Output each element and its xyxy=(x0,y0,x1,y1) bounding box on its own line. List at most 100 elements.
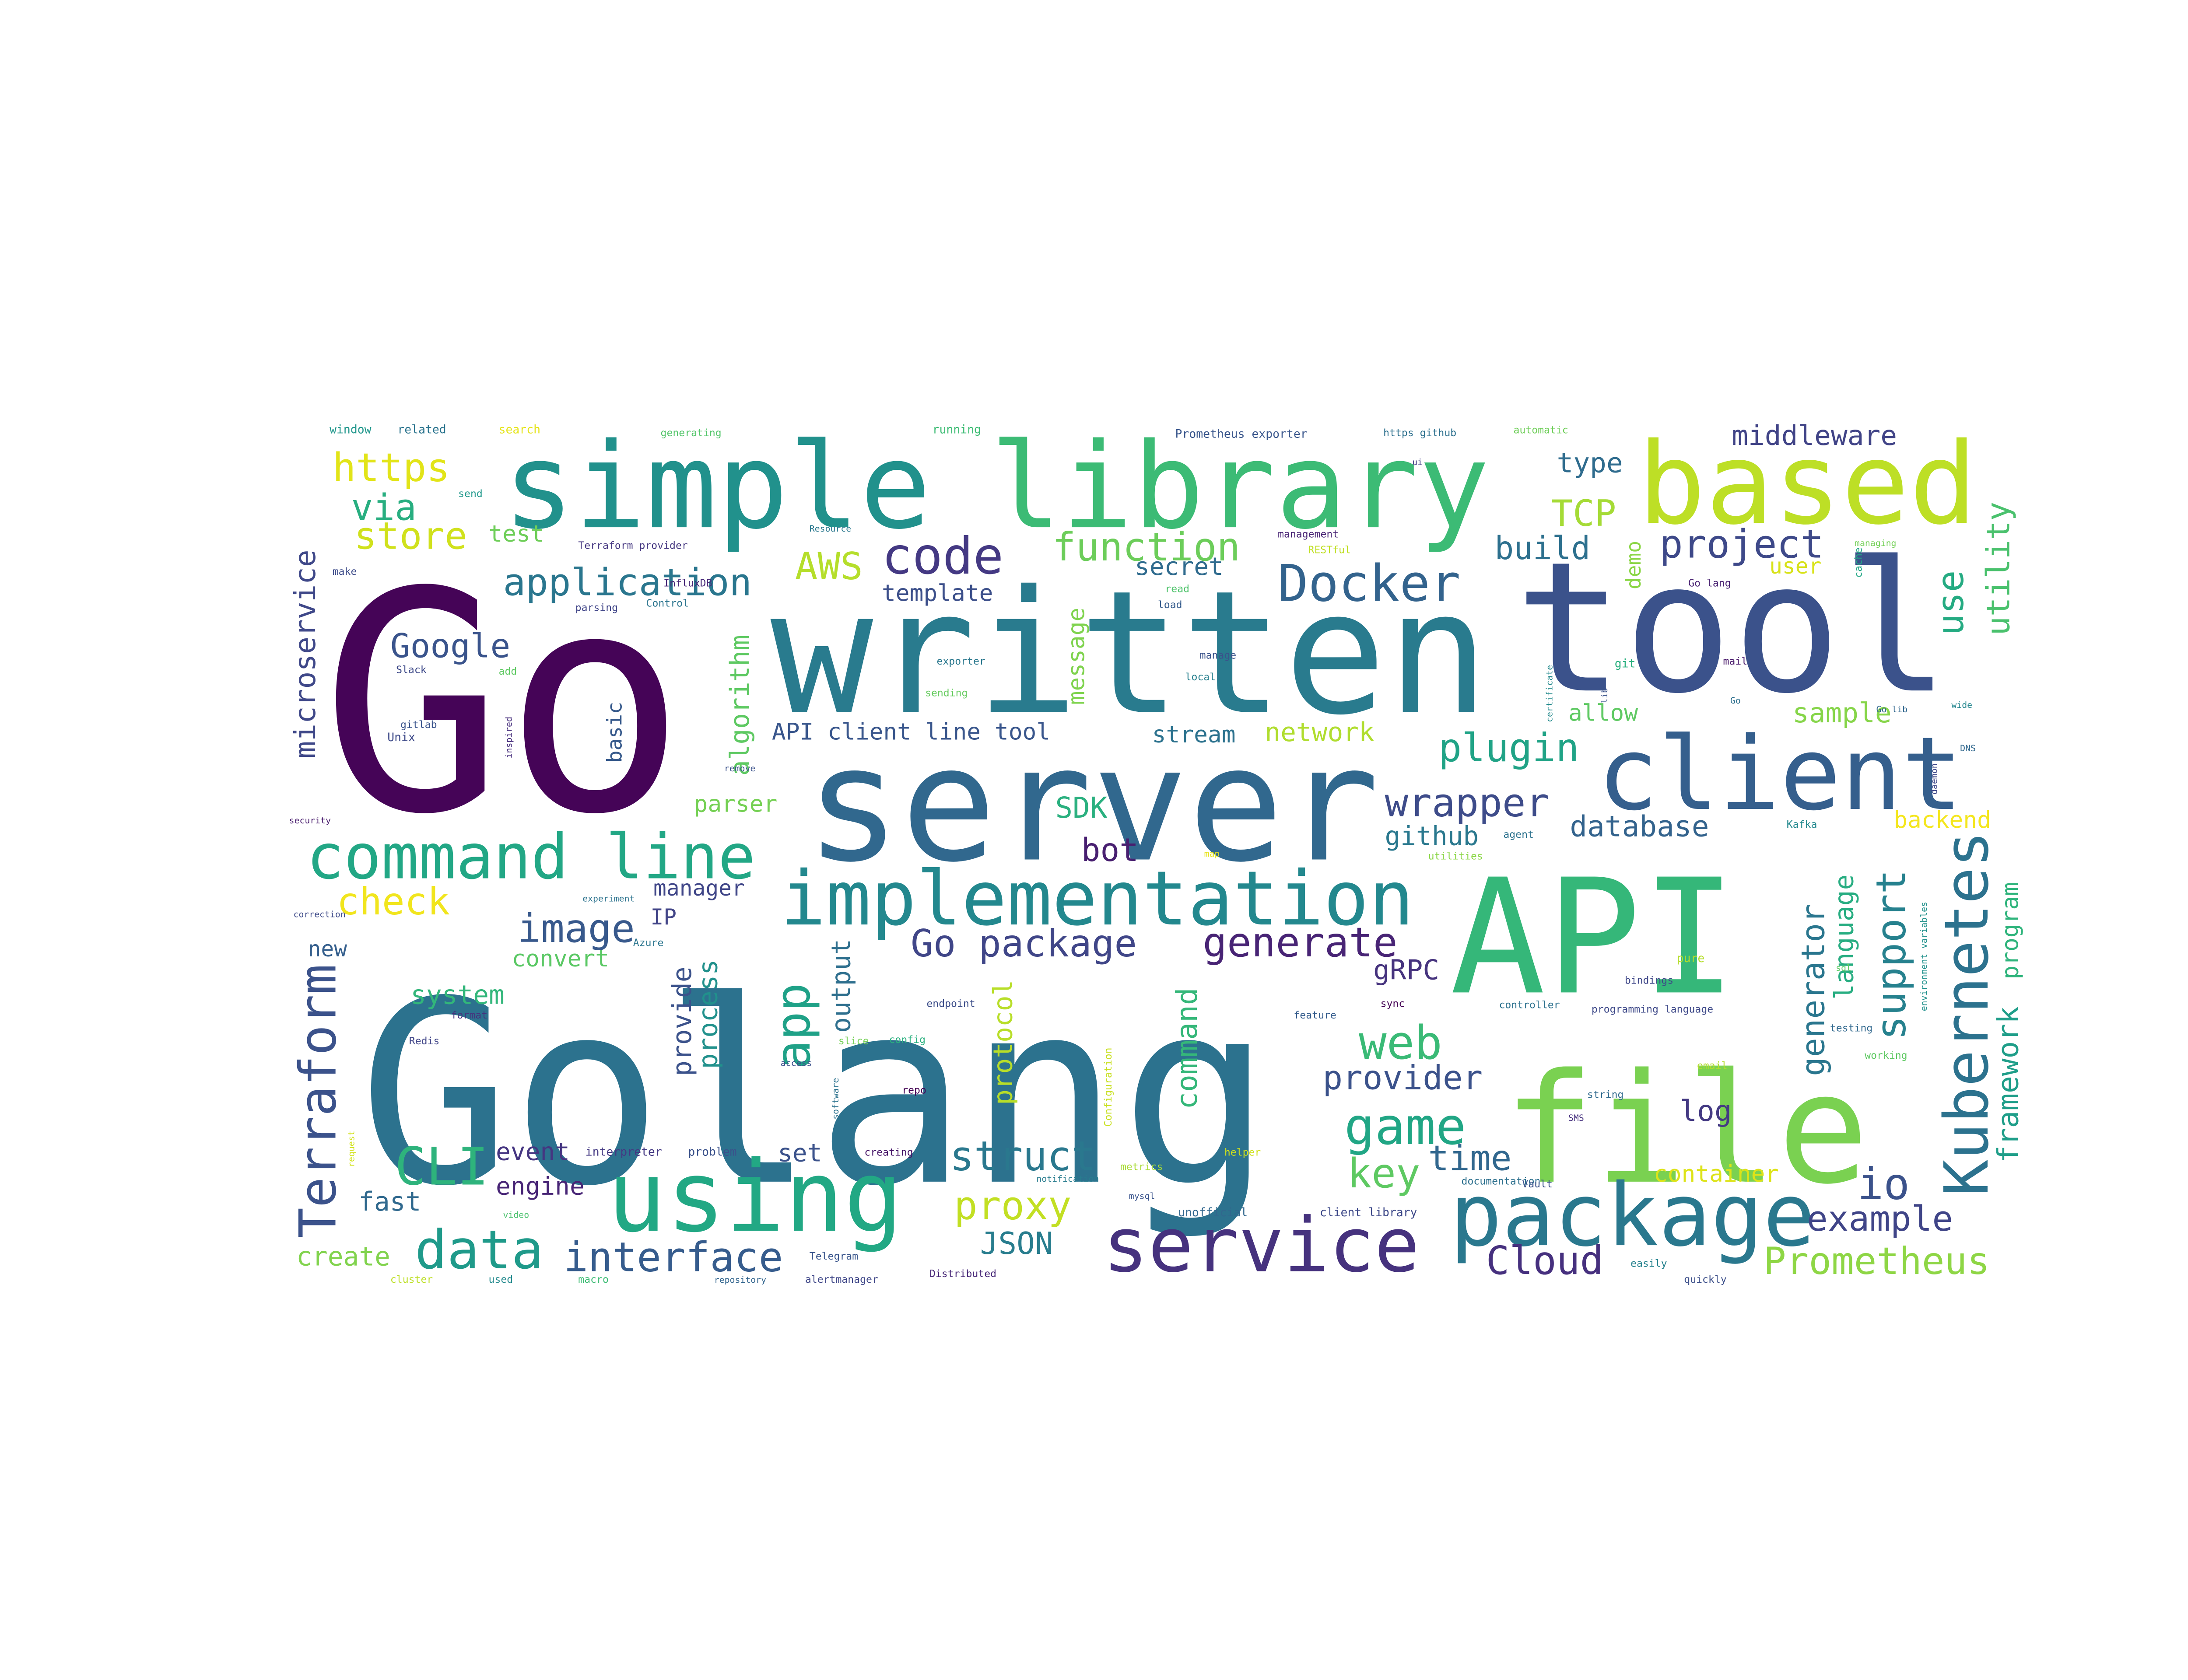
cloud-word: command line xyxy=(306,821,755,893)
cloud-word: system xyxy=(410,980,505,1011)
cloud-word: generating xyxy=(661,427,722,439)
cloud-word: app xyxy=(765,983,821,1069)
cloud-word: parsing xyxy=(575,602,618,614)
cloud-word: lib xyxy=(1599,688,1609,704)
cloud-word: database xyxy=(1570,810,1709,844)
cloud-word: controller xyxy=(1499,1000,1560,1011)
cloud-word: InfluxDB xyxy=(663,578,712,589)
cloud-word: mysql xyxy=(1129,1191,1155,1201)
cloud-word: bot xyxy=(1081,832,1139,869)
cloud-word: security xyxy=(289,816,331,826)
cloud-word: template xyxy=(882,580,993,607)
cloud-word: manage xyxy=(1200,650,1237,662)
cloud-word: Prometheus exporter xyxy=(1175,427,1308,441)
cloud-word: create xyxy=(296,1242,390,1272)
cloud-word: request xyxy=(346,1130,356,1167)
cloud-word: test xyxy=(488,521,544,547)
cloud-word: managing xyxy=(1855,538,1896,548)
cloud-word: Azure xyxy=(633,938,664,949)
cloud-word: language xyxy=(1830,875,1860,1000)
cloud-word: generate xyxy=(1203,919,1397,966)
cloud-word: allow xyxy=(1568,700,1638,727)
cloud-word: function xyxy=(1052,525,1241,570)
cloud-word: tool xyxy=(1515,523,1950,733)
cloud-word: Go lang xyxy=(1688,578,1731,589)
cloud-word: Kafka xyxy=(1787,819,1817,830)
cloud-word: unofficial xyxy=(1178,1206,1248,1219)
cloud-word: key xyxy=(1347,1150,1420,1197)
cloud-word: helper xyxy=(1224,1147,1261,1158)
cloud-word: read xyxy=(1165,584,1189,595)
cloud-word: message xyxy=(1063,608,1090,705)
cloud-word: SDK xyxy=(1055,791,1108,825)
cloud-word: search xyxy=(499,423,540,437)
cloud-word: event xyxy=(496,1138,570,1166)
cloud-word: library xyxy=(990,417,1490,555)
cloud-word: Slack xyxy=(396,665,427,676)
cloud-word: package xyxy=(1450,1165,1815,1266)
cloud-word: Prometheus xyxy=(1764,1239,1990,1283)
cloud-word: microservice xyxy=(288,550,322,758)
cloud-word: use xyxy=(1930,570,1972,636)
cloud-word: alertmanager xyxy=(805,1274,878,1285)
cloud-word: based xyxy=(1638,418,1978,550)
cloud-word: Terraform xyxy=(289,964,347,1238)
cloud-word: convert xyxy=(512,945,609,972)
cloud-word: protocol xyxy=(988,980,1018,1105)
cloud-word: repo xyxy=(902,1085,926,1096)
cloud-word: metrics xyxy=(1120,1161,1163,1172)
cloud-word: Docker xyxy=(1278,555,1461,613)
cloud-word: config xyxy=(889,1034,926,1046)
cloud-word: engine xyxy=(496,1172,585,1201)
cloud-word: client xyxy=(1597,715,1963,833)
cloud-word: build xyxy=(1495,530,1591,567)
cloud-word: Telegram xyxy=(810,1251,858,1262)
cloud-word: store xyxy=(354,514,467,558)
cloud-word: DNS xyxy=(1960,743,1976,753)
cloud-word: fast xyxy=(358,1187,421,1217)
cloud-word: middleware xyxy=(1732,420,1897,452)
cloud-word: sql xyxy=(1836,963,1851,973)
cloud-word: Control xyxy=(646,598,689,609)
cloud-word: container xyxy=(1654,1161,1779,1187)
cloud-word: Redis xyxy=(409,1036,440,1047)
cloud-word: string xyxy=(1587,1089,1624,1100)
cloud-word: mail xyxy=(1723,656,1747,667)
cloud-word: time xyxy=(1428,1138,1512,1178)
cloud-word: user xyxy=(1769,553,1821,579)
cloud-word: RESTful xyxy=(1308,545,1350,556)
cloud-word: check xyxy=(337,880,450,924)
cloud-word: IP xyxy=(650,904,677,930)
cloud-word: interface xyxy=(564,1234,783,1281)
cloud-word: network xyxy=(1265,718,1375,748)
cloud-word: Go package xyxy=(911,922,1137,966)
cloud-word: data xyxy=(415,1219,543,1281)
cloud-word: log xyxy=(1680,1094,1732,1128)
cloud-word: correction xyxy=(294,910,346,920)
cloud-word: Google xyxy=(390,626,510,665)
cloud-word: new xyxy=(308,936,347,962)
cloud-word: via xyxy=(351,487,417,529)
cloud-word: written xyxy=(771,554,1490,752)
cloud-word: certificate xyxy=(1545,665,1555,722)
cloud-word: basic xyxy=(603,702,626,763)
cloud-word: quickly xyxy=(1684,1274,1726,1285)
cloud-word: cache xyxy=(1853,547,1865,578)
cloud-word: output xyxy=(826,939,856,1033)
cloud-word: file xyxy=(1503,1041,1869,1218)
cloud-word: set xyxy=(778,1139,822,1168)
cloud-word: make xyxy=(333,566,357,578)
cloud-word: proxy xyxy=(954,1183,1071,1229)
cloud-word: local xyxy=(1185,672,1216,683)
cloud-word: provide xyxy=(667,966,698,1076)
cloud-word: backend xyxy=(1893,807,1991,833)
cloud-word: load xyxy=(1158,599,1182,611)
cloud-word: command xyxy=(1170,987,1204,1109)
cloud-word: used xyxy=(488,1274,513,1285)
cloud-word: example xyxy=(1807,1198,1953,1239)
cloud-word: pure xyxy=(1677,952,1705,965)
cloud-word: wrapper xyxy=(1385,780,1549,826)
cloud-word: git xyxy=(1615,657,1636,670)
